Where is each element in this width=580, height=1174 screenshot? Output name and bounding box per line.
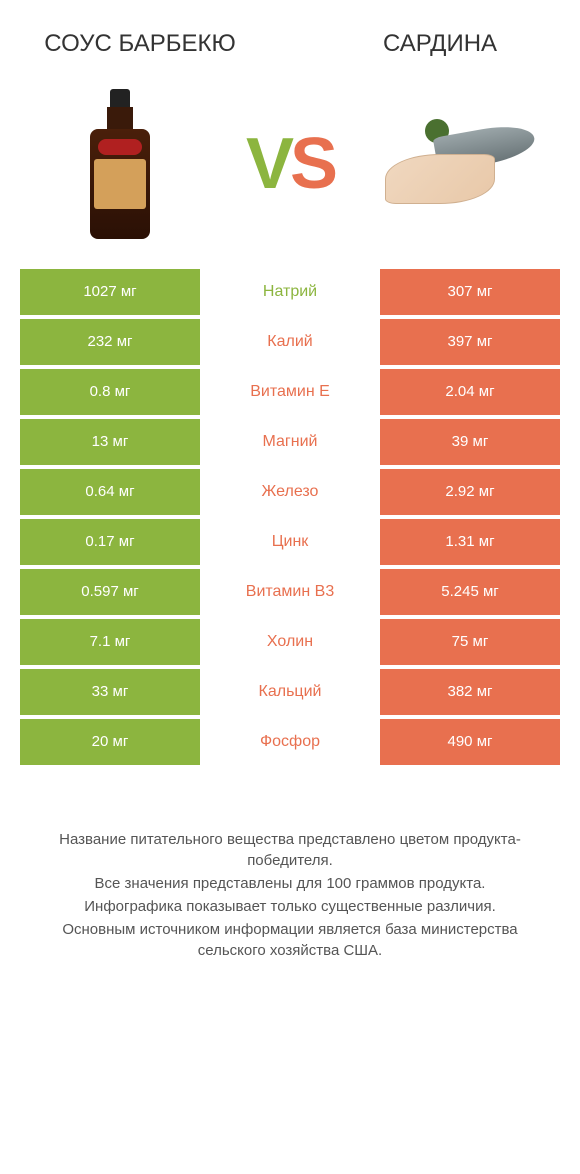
value-left: 20 мг (20, 719, 200, 765)
table-row: 232 мгКалий397 мг (20, 319, 560, 365)
value-right: 490 мг (380, 719, 560, 765)
value-right: 2.04 мг (380, 369, 560, 415)
header: Соус барбекю Сардина (0, 0, 580, 69)
product-right-title: Сардина (340, 30, 540, 59)
value-right: 1.31 мг (380, 519, 560, 565)
value-right: 75 мг (380, 619, 560, 665)
table-row: 7.1 мгХолин75 мг (20, 619, 560, 665)
footer-line: Название питательного вещества представл… (30, 829, 550, 871)
table-row: 0.64 мгЖелезо2.92 мг (20, 469, 560, 515)
value-right: 39 мг (380, 419, 560, 465)
bbq-bottle-icon (90, 89, 150, 239)
vs-label: VS (246, 123, 334, 205)
comparison-table: 1027 мгНатрий307 мг232 мгКалий397 мг0.8 … (0, 269, 580, 765)
table-row: 0.17 мгЦинк1.31 мг (20, 519, 560, 565)
value-left: 0.17 мг (20, 519, 200, 565)
product-left-title: Соус барбекю (40, 30, 240, 59)
footer-notes: Название питательного вещества представл… (0, 769, 580, 961)
vs-v: V (246, 124, 290, 204)
value-right: 382 мг (380, 669, 560, 715)
value-left: 1027 мг (20, 269, 200, 315)
table-row: 0.8 мгВитамин E2.04 мг (20, 369, 560, 415)
value-right: 5.245 мг (380, 569, 560, 615)
footer-line: Все значения представлены для 100 граммо… (30, 873, 550, 894)
table-row: 33 мгКальций382 мг (20, 669, 560, 715)
nutrient-label: Железо (200, 469, 380, 515)
nutrient-label: Кальций (200, 669, 380, 715)
table-row: 20 мгФосфор490 мг (20, 719, 560, 765)
footer-line: Инфографика показывает только существенн… (30, 896, 550, 917)
images-row: VS (0, 69, 580, 269)
vs-s: S (290, 124, 334, 204)
nutrient-label: Цинк (200, 519, 380, 565)
nutrient-label: Фосфор (200, 719, 380, 765)
nutrient-label: Холин (200, 619, 380, 665)
value-left: 232 мг (20, 319, 200, 365)
footer-line: Основным источником информации является … (30, 919, 550, 961)
value-left: 13 мг (20, 419, 200, 465)
product-right-image (380, 79, 540, 249)
nutrient-label: Витамин E (200, 369, 380, 415)
value-left: 7.1 мг (20, 619, 200, 665)
value-left: 33 мг (20, 669, 200, 715)
table-row: 0.597 мгВитамин B35.245 мг (20, 569, 560, 615)
nutrient-label: Магний (200, 419, 380, 465)
nutrient-label: Калий (200, 319, 380, 365)
value-right: 397 мг (380, 319, 560, 365)
product-left-image (40, 79, 200, 249)
value-left: 0.8 мг (20, 369, 200, 415)
value-left: 0.64 мг (20, 469, 200, 515)
value-right: 307 мг (380, 269, 560, 315)
table-row: 1027 мгНатрий307 мг (20, 269, 560, 315)
sardine-icon (385, 114, 535, 214)
nutrient-label: Витамин B3 (200, 569, 380, 615)
nutrient-label: Натрий (200, 269, 380, 315)
table-row: 13 мгМагний39 мг (20, 419, 560, 465)
value-right: 2.92 мг (380, 469, 560, 515)
value-left: 0.597 мг (20, 569, 200, 615)
